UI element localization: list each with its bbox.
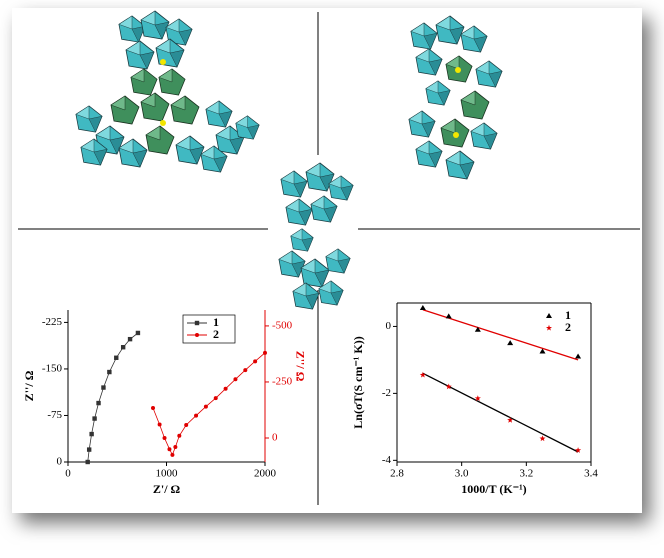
- marker: [546, 313, 552, 318]
- marker: [157, 422, 162, 427]
- marker: [177, 433, 182, 438]
- marker: [86, 447, 92, 452]
- structure-right: [408, 15, 503, 180]
- legend-label: 2: [565, 320, 571, 334]
- legend-label: 1: [213, 315, 219, 329]
- y2-tick-label: -500: [272, 319, 293, 331]
- marker: [107, 369, 112, 375]
- legend-label: 1: [565, 308, 571, 322]
- marker: [419, 371, 426, 378]
- marker: [92, 416, 97, 421]
- structure-center: [278, 162, 354, 310]
- y-axis-label: Ln(σT(S cm⁻¹ K)): [351, 336, 365, 428]
- y-tick-label: 0: [386, 320, 392, 332]
- x-axis-label: Z'/ Ω: [153, 482, 181, 496]
- marker: [194, 320, 200, 326]
- marker: [474, 326, 481, 332]
- marker: [89, 431, 94, 437]
- y-tick-label: -2: [382, 387, 391, 399]
- marker: [194, 413, 199, 418]
- y-tick-label: -225: [42, 316, 63, 328]
- marker: [120, 345, 126, 350]
- marker: [233, 377, 238, 382]
- x-tick-label: 1000: [156, 468, 179, 480]
- marker: [167, 447, 172, 452]
- marker: [184, 423, 189, 428]
- marker: [85, 459, 90, 465]
- y-tick-label: -4: [382, 454, 392, 466]
- marker: [539, 348, 546, 354]
- y-tick-label: 0: [57, 456, 63, 468]
- marker: [263, 350, 267, 355]
- y2-tick-label: -250: [272, 375, 293, 387]
- marker: [445, 313, 452, 319]
- legend-box: [182, 314, 236, 344]
- marker: [545, 324, 553, 331]
- marker: [127, 336, 133, 342]
- marker: [507, 340, 514, 346]
- marker: [96, 400, 101, 406]
- marker: [419, 305, 426, 311]
- x-tick-label: 2.8: [390, 468, 404, 480]
- marker: [162, 436, 167, 441]
- x-tick-label: 3.2: [519, 468, 533, 480]
- fit-line: [422, 372, 579, 453]
- marker: [507, 416, 514, 423]
- marker: [539, 435, 546, 442]
- marker: [575, 353, 582, 359]
- marker: [253, 359, 258, 364]
- y2-tick-label: 0: [272, 432, 278, 444]
- marker: [135, 330, 141, 336]
- x-tick-label: 2000: [254, 468, 277, 480]
- marker: [151, 405, 156, 410]
- marker: [195, 333, 199, 337]
- fit-line: [422, 309, 579, 361]
- marker: [243, 368, 248, 373]
- marker: [575, 447, 582, 453]
- marker: [101, 385, 106, 390]
- x-tick-label: 0: [65, 468, 71, 480]
- marker: [213, 396, 218, 401]
- marker: [445, 383, 452, 390]
- marker: [474, 395, 481, 401]
- y2-axis-label: Z''/ Ω: [293, 351, 307, 382]
- marker: [114, 355, 119, 360]
- marker: [203, 404, 208, 409]
- marker: [223, 386, 228, 391]
- x-tick-label: 3.4: [584, 468, 598, 480]
- y-tick-label: -75: [47, 409, 62, 421]
- x-axis-label: 1000/T (K⁻¹): [461, 482, 526, 496]
- y-tick-label: -150: [42, 362, 63, 374]
- y-axis-label: Z''/ Ω: [22, 370, 36, 401]
- series-line: [87, 332, 139, 463]
- series-line: [152, 352, 266, 456]
- x-tick-label: 3.0: [455, 468, 469, 480]
- marker: [170, 452, 175, 457]
- structure-left: [75, 10, 260, 173]
- legend-label: 2: [213, 327, 219, 341]
- marker: [173, 444, 178, 449]
